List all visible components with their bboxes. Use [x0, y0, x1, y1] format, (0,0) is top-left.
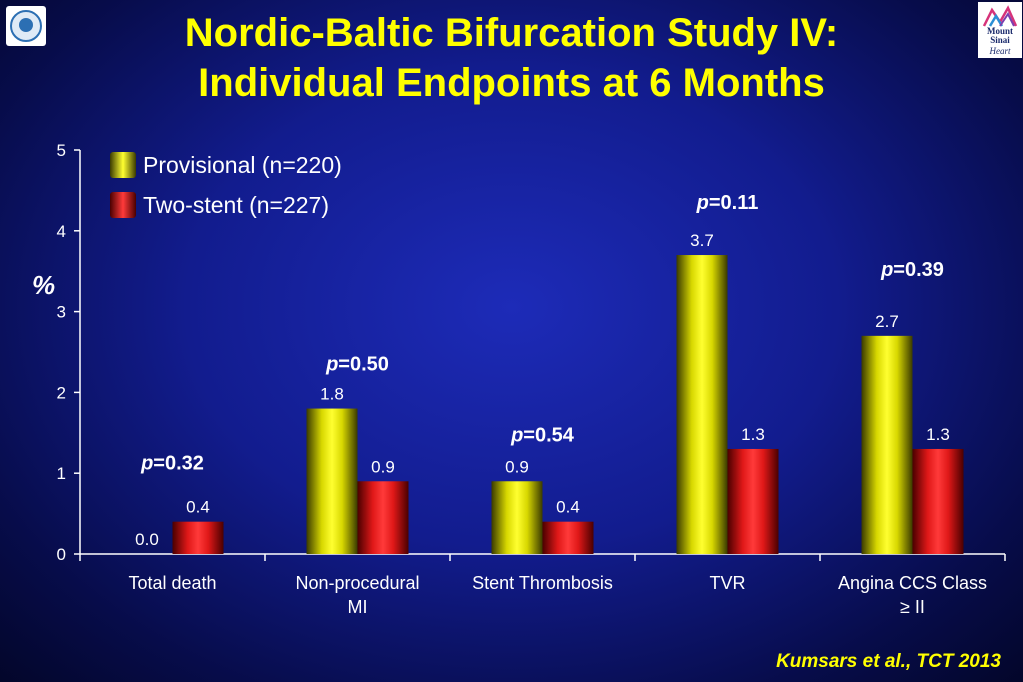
y-tick-label: 2 [57, 383, 66, 402]
data-label: 0.9 [371, 457, 395, 476]
title-line-2: Individual Endpoints at 6 Months [198, 61, 825, 105]
legend-label-two-stent: Two-stent (n=227) [143, 192, 330, 218]
x-tick-label: Total death [128, 573, 216, 593]
data-label: 2.7 [875, 312, 899, 331]
legend-label-provisional: Provisional (n=220) [143, 152, 342, 178]
mount-sinai-heart-logo: Mount Sinai Heart [978, 2, 1022, 58]
x-tick-label: Non-procedural [295, 573, 419, 593]
bar-provisional [491, 481, 543, 554]
y-tick-label: 3 [57, 303, 66, 322]
y-tick-label: 4 [57, 222, 66, 241]
logo-heart-text: Heart [989, 46, 1011, 56]
data-label: 0.0 [135, 530, 159, 549]
p-value-label: p=0.50 [325, 354, 389, 376]
x-tick-label: TVR [710, 573, 746, 593]
data-label: 0.4 [186, 498, 210, 517]
data-label: 0.9 [505, 457, 529, 476]
bar-provisional [861, 335, 913, 554]
seal-core [19, 18, 33, 32]
citation: Kumsars et al., TCT 2013 [776, 651, 1001, 672]
x-tick-label: ≥ II [900, 597, 925, 617]
bar-two-stent [727, 448, 779, 554]
bar-two-stent [172, 521, 224, 554]
title-line-1: Nordic-Baltic Bifurcation Study IV: [184, 11, 839, 55]
x-tick-label: MI [348, 597, 368, 617]
bar-two-stent [912, 448, 964, 554]
legend-swatch-provisional [110, 152, 136, 178]
p-value-label: p=0.54 [510, 424, 575, 446]
bar-provisional [676, 255, 728, 555]
p-value-label: p=0.39 [880, 259, 944, 281]
mountain-icon [982, 5, 1018, 27]
y-axis-label: % [32, 270, 56, 300]
p-value-label: p=0.32 [140, 453, 204, 475]
y-tick-label: 1 [57, 464, 66, 483]
data-label: 1.8 [320, 385, 344, 404]
bar-two-stent [542, 521, 594, 554]
y-tick-label: 0 [57, 545, 66, 564]
logo-text: Mount Sinai [986, 26, 1013, 45]
bar-provisional [306, 408, 358, 554]
data-label: 0.4 [556, 498, 580, 517]
legend-swatch-two-stent [110, 192, 136, 218]
hospital-seal-logo [6, 6, 46, 46]
x-tick-label: Stent Thrombosis [472, 573, 613, 593]
page-title: Nordic-Baltic Bifurcation Study IV: Indi… [0, 8, 1023, 108]
p-value-label: p=0.11 [696, 192, 759, 214]
data-label: 1.3 [741, 425, 765, 444]
bar-two-stent [357, 481, 409, 554]
data-label: 3.7 [690, 231, 714, 250]
data-label: 1.3 [926, 425, 950, 444]
y-tick-label: 5 [57, 141, 66, 160]
x-tick-label: Angina CCS Class [838, 573, 987, 593]
